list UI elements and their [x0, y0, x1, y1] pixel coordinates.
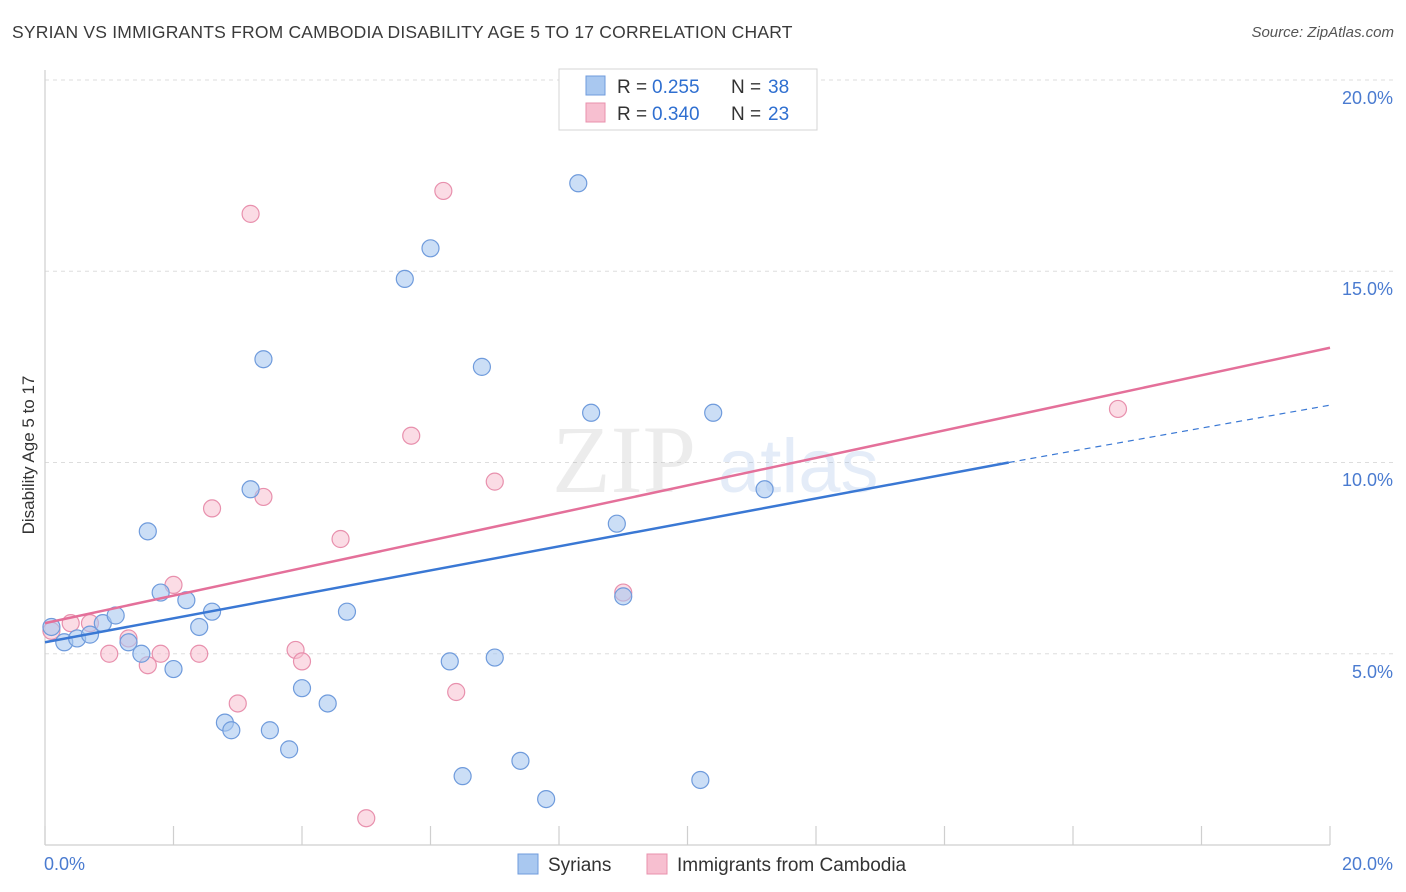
cambodia-r-label: R = [617, 104, 647, 125]
syrians-r-label: R = [617, 77, 647, 98]
syrians-point[interactable] [138, 522, 157, 541]
cambodia-point[interactable] [331, 529, 350, 549]
cambodia-stats-swatch [585, 102, 606, 123]
cambodia-point[interactable] [292, 652, 312, 671]
syrians-point[interactable] [337, 602, 357, 621]
cambodia-point[interactable] [447, 682, 466, 702]
syrians-point[interactable] [119, 633, 138, 652]
cambodia-point[interactable] [357, 809, 376, 828]
cambodia-point[interactable] [485, 472, 504, 491]
syrians-point[interactable] [132, 644, 151, 663]
cambodia-point[interactable] [1108, 399, 1128, 419]
syrians-trend-extension [1008, 404, 1331, 464]
syrians-point[interactable] [241, 480, 260, 499]
syrians-point[interactable] [280, 740, 299, 759]
syrians-point[interactable] [485, 648, 504, 667]
cambodia-point[interactable] [100, 644, 119, 663]
y-tick-label: 15.0% [1342, 279, 1393, 299]
stats-box: R = 0.255 N = 38 R = 0.340 N = 23 [558, 68, 818, 131]
x-tick-label: 0.0% [44, 854, 85, 874]
x-tick-marks [44, 826, 1331, 845]
syrians-n-value: 38 [768, 77, 789, 98]
syrians-n-label: N = [731, 77, 761, 98]
syrians-point[interactable] [472, 357, 491, 376]
cambodia-point[interactable] [402, 426, 421, 445]
syrians-point[interactable] [453, 767, 472, 786]
syrians-point[interactable] [755, 480, 774, 499]
syrians-point[interactable] [607, 514, 626, 533]
syrians-stats-swatch [585, 75, 606, 96]
syrians-point[interactable] [614, 587, 633, 606]
watermark-atlas: atlas [718, 424, 879, 509]
watermark-zip: ZIP [552, 406, 696, 513]
syrians-point[interactable] [569, 174, 588, 193]
syrians-point[interactable] [292, 679, 312, 698]
cambodia-r-value: 0.340 [652, 104, 700, 125]
cambodia-point[interactable] [202, 499, 222, 518]
syrians-point[interactable] [395, 269, 414, 288]
cambodia-point[interactable] [151, 644, 170, 663]
syrians-point[interactable] [318, 694, 337, 713]
y-tick-label: 5.0% [1352, 662, 1393, 682]
y-axis-label: Disability Age 5 to 17 [19, 376, 38, 535]
syrians-point[interactable] [260, 721, 279, 740]
syrians-point[interactable] [582, 403, 601, 422]
syrians-point[interactable] [254, 350, 273, 369]
legend-syrians-label[interactable]: Syrians [548, 855, 611, 876]
syrians-point[interactable] [190, 617, 209, 637]
legend-cambodia-swatch[interactable] [646, 853, 668, 875]
legend-syrians-swatch[interactable] [517, 853, 539, 875]
legend: Syrians Immigrants from Cambodia [517, 853, 907, 876]
syrians-r-value: 0.255 [652, 77, 700, 98]
syrians-point[interactable] [537, 789, 556, 809]
cambodia-trend-line [44, 346, 1331, 625]
cambodia-point[interactable] [228, 694, 247, 713]
trend-lines [44, 346, 1331, 644]
grid-lines [45, 79, 1395, 655]
y-tick-label: 10.0% [1342, 470, 1393, 490]
cambodia-point[interactable] [190, 644, 209, 663]
syrians-point[interactable] [164, 659, 183, 679]
legend-cambodia-label[interactable]: Immigrants from Cambodia [677, 855, 907, 876]
syrians-point[interactable] [222, 721, 241, 740]
syrians-trend-line [44, 461, 1009, 644]
cambodia-point[interactable] [241, 204, 260, 223]
cambodia-points [42, 181, 1128, 828]
y-tick-label: 20.0% [1342, 88, 1393, 108]
cambodia-n-value: 23 [768, 104, 789, 125]
watermark: ZIP atlas [552, 406, 879, 513]
syrians-point[interactable] [691, 770, 710, 790]
source-label: Source: ZipAtlas.com [1251, 24, 1394, 41]
syrians-point[interactable] [511, 751, 530, 770]
syrians-point[interactable] [704, 403, 723, 422]
chart-title: SYRIAN VS IMMIGRANTS FROM CAMBODIA DISAB… [12, 22, 793, 42]
x-tick-label: 20.0% [1342, 854, 1393, 874]
syrians-point[interactable] [421, 239, 440, 258]
cambodia-n-label: N = [731, 104, 761, 125]
syrians-point[interactable] [440, 652, 459, 671]
cambodia-point[interactable] [434, 181, 453, 201]
